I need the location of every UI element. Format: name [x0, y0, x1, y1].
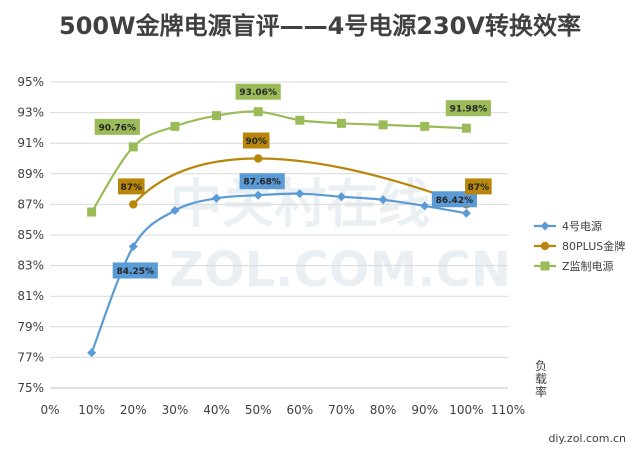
- watermark-en: ZOL.COM.CN: [169, 242, 511, 298]
- data-point: [253, 154, 263, 163]
- data-point: [378, 195, 388, 205]
- y-tick-label: 75%: [17, 381, 44, 395]
- data-point: [336, 118, 346, 128]
- data-point: [420, 121, 430, 131]
- x-tick-labels: 0% 10% 20% 30% 40% 50% 60% 70% 80% 90% 100% 110%: [40, 403, 525, 417]
- data-point: [253, 107, 263, 117]
- x-tick-label: 60%: [286, 403, 313, 417]
- y-tick-label: 95%: [17, 75, 44, 89]
- y-tick-label: 93%: [17, 106, 44, 120]
- x-tick-label: 50%: [245, 403, 272, 417]
- x-axis-label: 负载率: [535, 359, 547, 399]
- x-tick-label: 30%: [162, 403, 189, 417]
- data-label: 84.25%: [117, 267, 155, 277]
- y-tick-label: 87%: [17, 197, 44, 211]
- legend-marker: [540, 221, 550, 231]
- legend: 4号电源 80PLUS金牌 Z监制电源: [534, 219, 625, 273]
- data-label: 91.98%: [450, 105, 488, 115]
- data-label: 86.42%: [436, 196, 474, 206]
- data-point: [212, 193, 222, 203]
- data-label-box: [239, 173, 285, 190]
- credit-text: diy.zol.com.cn: [548, 432, 626, 445]
- y-tick-label: 79%: [17, 320, 44, 334]
- legend-label: 4号电源: [562, 219, 602, 233]
- x-tick-label: 20%: [120, 403, 147, 417]
- y-tick-labels: 75% 77% 79% 81% 83% 85% 87% 89% 91% 93% 95%: [17, 75, 44, 395]
- series-line: [90, 110, 467, 213]
- data-point: [461, 208, 471, 218]
- data-label-box: [445, 100, 491, 117]
- data-labels: 84.25% 87.68% 86.42% 87% 90% 87% 90.76% 93.06% 9…: [94, 83, 492, 279]
- data-point: [336, 192, 346, 202]
- data-label-box: [465, 178, 492, 195]
- data-point: [170, 206, 180, 216]
- legend-label: 80PLUS金牌: [562, 239, 625, 253]
- series-line: [90, 192, 467, 354]
- data-point: [420, 201, 430, 211]
- x-tick-label: 70%: [328, 403, 355, 417]
- data-label-box: [94, 118, 140, 135]
- x-tick-label: 40%: [203, 403, 230, 417]
- data-point: [170, 121, 180, 131]
- data-label-box: [242, 132, 270, 149]
- data-point: [253, 190, 263, 200]
- data-label: 87%: [468, 183, 490, 193]
- data-point: [212, 111, 222, 121]
- data-point: [378, 120, 388, 130]
- legend-marker: [540, 261, 550, 271]
- legend-marker: [540, 241, 550, 251]
- grid: [50, 81, 508, 358]
- data-label-box: [117, 178, 145, 195]
- data-point: [295, 189, 305, 199]
- y-tick-label: 83%: [17, 259, 44, 273]
- data-point: [129, 200, 138, 209]
- watermark: 中关村在线 ZOL.COM.CN: [169, 175, 511, 298]
- x-tick-label: 90%: [411, 403, 438, 417]
- y-tick-label: 89%: [17, 167, 44, 181]
- y-tick-label: 81%: [17, 289, 44, 303]
- watermark-cn: 中关村在线: [170, 175, 430, 235]
- chart-title: 500W金牌电源盲评——4号电源230V转换效率: [59, 12, 581, 40]
- data-point: [461, 123, 471, 133]
- x-tick-label: 0%: [40, 403, 59, 417]
- data-label-box: [235, 83, 281, 100]
- data-label: 87%: [120, 183, 142, 193]
- y-tick-label: 77%: [17, 350, 44, 364]
- data-label-box: [431, 191, 477, 208]
- series-group: [87, 107, 471, 358]
- data-label: 90%: [245, 137, 267, 147]
- data-label: 87.68%: [243, 178, 281, 188]
- x-axis-label-char: 负: [535, 359, 547, 373]
- legend-label: Z监制电源: [562, 259, 614, 273]
- data-point: [87, 207, 97, 217]
- data-point: [128, 241, 138, 251]
- x-tick-label: 100%: [449, 403, 483, 417]
- x-tick-label: 110%: [491, 403, 525, 417]
- y-tick-label: 91%: [17, 136, 44, 150]
- x-tick-label: 80%: [370, 403, 397, 417]
- data-point: [128, 142, 138, 152]
- x-tick-label: 10%: [78, 403, 105, 417]
- x-axis-label-char: 载: [535, 372, 547, 386]
- data-label: 93.06%: [239, 88, 277, 98]
- data-label-box: [112, 262, 158, 279]
- y-tick-label: 85%: [17, 228, 44, 242]
- x-axis-label-char: 率: [535, 384, 547, 399]
- data-point: [87, 348, 97, 358]
- data-point: [295, 115, 305, 125]
- data-label: 90.76%: [99, 123, 137, 133]
